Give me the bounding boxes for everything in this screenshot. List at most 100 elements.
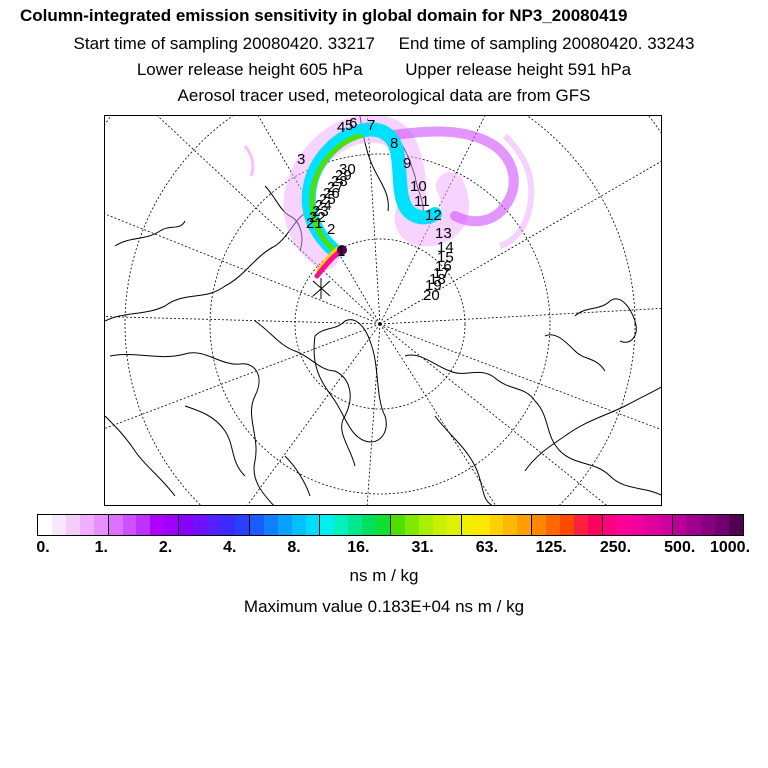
day-label: 23: [312, 203, 329, 220]
colorbar-cell: [616, 515, 631, 535]
colorbar-cell: [65, 515, 80, 535]
end-time-label: End time of sampling 20080420. 33243: [398, 34, 695, 53]
day-label: 7: [367, 117, 375, 134]
colorbar-cell: [334, 515, 349, 535]
colorbar-cell: [320, 515, 335, 535]
colorbar-cell: [220, 515, 235, 535]
day-label: 13: [435, 225, 452, 242]
colorbar-tick-label: 0.: [36, 539, 50, 556]
colorbar-cell: [38, 515, 52, 535]
colorbar-cell: [532, 515, 547, 535]
colorbar-cell: [687, 515, 702, 535]
plot-title: Column-integrated emission sensitivity i…: [20, 6, 628, 25]
graticule: [105, 116, 661, 505]
release-heights: Lower release height 605 hPa Upper relea…: [0, 60, 768, 80]
day-label: 10: [410, 178, 427, 195]
colorbar-tick-label: 8.: [287, 539, 301, 556]
colorbar-ticks: 0. 1. 2. 4. 8. 16. 31. 63. 125. 250. 500. 1000.: [0, 539, 768, 559]
colorbar-cell: [729, 515, 744, 535]
day-label: 24: [315, 197, 332, 214]
colorbar-cell: [404, 515, 419, 535]
day-label: 5: [345, 117, 353, 134]
day-label: 4: [337, 119, 345, 136]
colorbar-unit: ns m / kg: [349, 566, 419, 585]
colorbar-cell: [207, 515, 221, 535]
day-label: 9: [403, 155, 411, 172]
day-label: 1: [337, 243, 345, 260]
day-label: 15: [437, 249, 454, 266]
maximum-value-label: Maximum value 0.183E+04 ns m / kg: [243, 597, 525, 616]
colorbar-cell: [234, 515, 250, 535]
colorbar: [37, 514, 744, 536]
colorbar-cell: [164, 515, 180, 535]
colorbar-cell: [602, 515, 617, 535]
colorbar-cell: [291, 515, 306, 535]
colorbar-cell: [503, 515, 518, 535]
upper-height-label: Upper release height 591 hPa: [405, 60, 632, 79]
colorbar-cell: [701, 515, 716, 535]
colorbar-cell: [263, 515, 278, 535]
colorbar-cell: [673, 515, 688, 535]
colorbar-cell: [630, 515, 645, 535]
colorbar-cell: [79, 515, 94, 535]
colorbar-cell: [193, 515, 208, 535]
colorbar-cell: [587, 515, 603, 535]
colorbar-cell: [475, 515, 490, 535]
colorbar-tick-label: 125.: [535, 539, 567, 556]
colorbar-tick-label: 63.: [475, 539, 499, 556]
day-label: 22: [309, 209, 326, 226]
colorbar-tick-label: 1.: [94, 539, 108, 556]
day-label: 14: [437, 239, 454, 256]
colorbar-cell: [348, 515, 363, 535]
day-label: 29: [335, 167, 352, 184]
day-label: 21: [306, 215, 323, 232]
day-label: 26: [323, 185, 340, 202]
colorbar-tick-label: 4.: [223, 539, 237, 556]
colorbar-cell: [418, 515, 433, 535]
colorbar-cell: [93, 515, 109, 535]
colorbar-cell: [51, 515, 66, 535]
colorbar-cell: [376, 515, 392, 535]
emission-plume: [243, 116, 535, 279]
colorbar-cell: [546, 515, 561, 535]
colorbar-tick-label: 500.: [664, 539, 696, 556]
colorbar-cell: [108, 515, 123, 535]
lower-height-label: Lower release height 605 hPa: [136, 60, 363, 79]
day-label: 11: [414, 193, 430, 210]
colorbar-cell: [362, 515, 377, 535]
tracer-info: Aerosol tracer used, meteorological data…: [177, 86, 591, 105]
sampling-times: Start time of sampling 20080420. 33217 E…: [0, 34, 768, 54]
colorbar-cell: [432, 515, 447, 535]
colorbar-cell: [560, 515, 575, 535]
colorbar-cell: [249, 515, 264, 535]
day-label: 25: [319, 191, 336, 208]
colorbar-cell: [305, 515, 321, 535]
colorbar-cell: [446, 515, 462, 535]
day-label: 19: [425, 277, 442, 294]
colorbar-tick-label: 1000.: [709, 539, 751, 556]
colorbar-cell: [179, 515, 194, 535]
day-label: 16: [435, 258, 452, 275]
release-marker: [312, 278, 331, 299]
colorbar-tick-label: 16.: [347, 539, 370, 556]
day-label: 30: [339, 161, 356, 178]
day-label: 12: [425, 207, 442, 224]
colorbar-cell: [644, 515, 659, 535]
colorbar-cell: [715, 515, 730, 535]
coastlines: [105, 116, 661, 505]
colorbar-cell: [658, 515, 674, 535]
colorbar-cell: [489, 515, 504, 535]
colorbar-cell: [574, 515, 588, 535]
day-label: 17: [433, 265, 450, 282]
colorbar-cell: [122, 515, 137, 535]
day-label: 8: [390, 135, 398, 152]
colorbar-tick-label: 2.: [158, 539, 173, 556]
colorbar-cell: [277, 515, 292, 535]
colorbar-cell: [517, 515, 533, 535]
colorbar-cell: [136, 515, 151, 535]
day-label: 18: [429, 271, 446, 288]
day-label: 28: [331, 173, 348, 190]
day-label: 20: [423, 287, 440, 304]
day-label: 27: [327, 179, 344, 196]
